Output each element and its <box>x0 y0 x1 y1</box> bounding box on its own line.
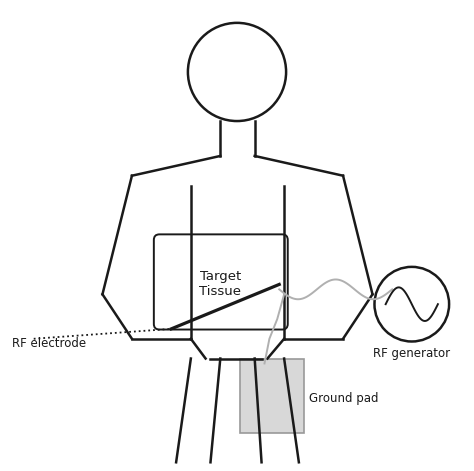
Text: Target
Tissue: Target Tissue <box>199 270 241 299</box>
Text: RF electrode: RF electrode <box>12 337 86 350</box>
Text: Ground pad: Ground pad <box>309 391 378 405</box>
Bar <box>240 358 304 433</box>
Text: RF generator: RF generator <box>373 347 450 360</box>
